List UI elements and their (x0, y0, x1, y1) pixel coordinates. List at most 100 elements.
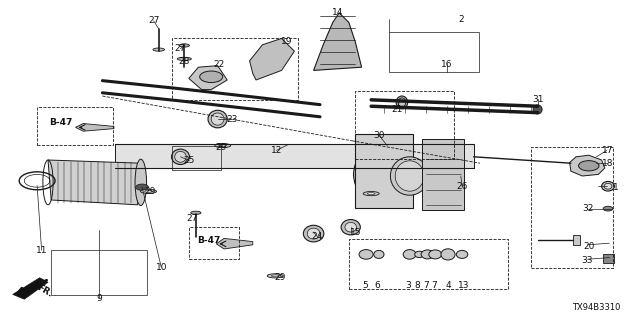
Ellipse shape (145, 190, 152, 192)
Ellipse shape (429, 250, 442, 259)
Circle shape (579, 161, 599, 171)
Ellipse shape (271, 275, 279, 277)
Text: 27: 27 (175, 44, 186, 53)
Bar (115, 144, 474, 168)
Bar (349, 239, 508, 289)
Ellipse shape (135, 159, 147, 206)
Ellipse shape (353, 146, 408, 203)
Text: 22: 22 (213, 60, 225, 68)
Text: 16: 16 (441, 60, 452, 68)
Ellipse shape (153, 48, 164, 51)
Text: 32: 32 (582, 204, 593, 213)
Ellipse shape (268, 274, 283, 278)
Ellipse shape (211, 113, 224, 125)
Text: 9: 9 (97, 294, 102, 303)
Ellipse shape (219, 145, 227, 147)
Polygon shape (48, 160, 141, 205)
Polygon shape (13, 278, 48, 299)
Ellipse shape (390, 157, 429, 195)
Text: 5: 5 (362, 281, 367, 290)
Polygon shape (570, 155, 605, 176)
Text: 2: 2 (458, 15, 463, 24)
Polygon shape (216, 238, 253, 249)
Ellipse shape (374, 251, 384, 259)
Bar (51, 250, 147, 295)
Text: 27: 27 (148, 16, 159, 25)
Polygon shape (76, 124, 114, 131)
Text: 28: 28 (179, 57, 190, 66)
Text: 1: 1 (613, 183, 618, 192)
Text: 6: 6 (375, 281, 380, 290)
Ellipse shape (415, 251, 424, 258)
Text: 14: 14 (332, 8, 344, 17)
Ellipse shape (396, 161, 424, 191)
Text: 30: 30 (373, 131, 385, 140)
Ellipse shape (179, 44, 189, 47)
Text: 19: 19 (281, 37, 292, 46)
Polygon shape (189, 66, 227, 90)
Ellipse shape (441, 249, 455, 260)
Text: 4: 4 (445, 281, 451, 290)
Bar (172, 38, 298, 100)
Text: 13: 13 (458, 281, 469, 290)
Text: 17: 17 (602, 146, 614, 155)
Bar (422, 139, 464, 210)
Ellipse shape (214, 143, 231, 148)
Text: 21: 21 (391, 105, 403, 114)
Text: 7: 7 (423, 281, 428, 290)
Ellipse shape (191, 211, 201, 214)
Text: 18: 18 (602, 159, 614, 168)
Circle shape (136, 184, 148, 190)
Text: 33: 33 (582, 256, 593, 265)
Ellipse shape (341, 220, 360, 235)
Text: 29: 29 (145, 188, 156, 196)
Ellipse shape (307, 228, 320, 239)
Ellipse shape (604, 206, 613, 211)
Bar (531, 147, 613, 268)
Bar (355, 91, 454, 159)
Text: 31: 31 (532, 95, 543, 104)
Ellipse shape (396, 96, 408, 109)
Ellipse shape (177, 57, 191, 60)
Text: B-47: B-47 (49, 118, 72, 127)
Text: FR.: FR. (35, 283, 54, 299)
Text: 24: 24 (311, 232, 323, 241)
Bar (603, 254, 614, 263)
Ellipse shape (357, 149, 404, 200)
Text: 3: 3 (406, 281, 411, 290)
Text: 15: 15 (350, 228, 362, 237)
Ellipse shape (403, 250, 416, 259)
Ellipse shape (175, 151, 186, 162)
Ellipse shape (303, 225, 324, 242)
Text: 7: 7 (431, 281, 436, 290)
Ellipse shape (364, 191, 380, 196)
Text: 12: 12 (271, 146, 282, 155)
Text: 29: 29 (215, 143, 227, 152)
Ellipse shape (398, 98, 406, 107)
Bar (37, 107, 113, 145)
Text: 20: 20 (583, 242, 595, 251)
Ellipse shape (345, 222, 356, 232)
Bar (189, 227, 239, 259)
Text: B-47: B-47 (197, 236, 220, 245)
Text: 27: 27 (186, 214, 198, 223)
Text: TX94B3310: TX94B3310 (572, 303, 621, 312)
Text: 10: 10 (156, 263, 167, 272)
Ellipse shape (367, 193, 375, 195)
Ellipse shape (141, 189, 157, 193)
Ellipse shape (172, 149, 189, 164)
Ellipse shape (208, 110, 227, 128)
Polygon shape (314, 13, 362, 70)
Bar (172, 146, 221, 170)
Text: 29: 29 (275, 273, 286, 282)
Ellipse shape (456, 251, 468, 259)
Bar (573, 235, 580, 245)
Text: 11: 11 (36, 246, 47, 255)
Ellipse shape (533, 105, 542, 114)
Text: 23: 23 (226, 115, 237, 124)
Ellipse shape (359, 250, 373, 259)
Circle shape (200, 71, 223, 83)
Text: 26: 26 (456, 182, 468, 191)
Ellipse shape (602, 181, 614, 191)
Text: 8: 8 (415, 281, 420, 290)
